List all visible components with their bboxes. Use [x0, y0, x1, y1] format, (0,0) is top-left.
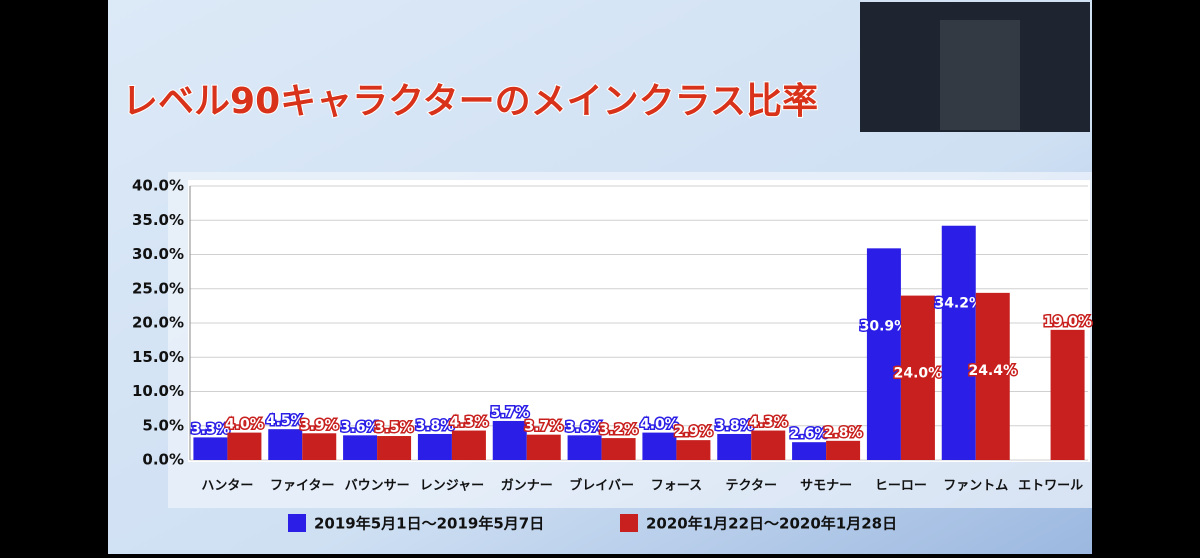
value-label: 30.9%: [860, 318, 909, 334]
bar: [417, 433, 452, 460]
x-tick-label: エトワール: [1018, 479, 1083, 494]
legend-label: 2019年5月1日～2019年5月7日: [314, 515, 544, 533]
value-label: 24.0%: [894, 366, 943, 382]
y-tick-label: 35.0%: [132, 211, 184, 229]
value-label: 3.3%: [191, 421, 230, 437]
value-label: 4.3%: [450, 415, 489, 431]
chart-title: レベル90キャラクターのメインクラス比率: [122, 81, 818, 122]
value-label: 2.9%: [674, 424, 713, 440]
bar: [343, 435, 378, 460]
bar: [567, 435, 602, 460]
x-tick-label: レンジャー: [420, 479, 484, 494]
x-tick-label: ガンナー: [501, 479, 553, 494]
bar: [751, 430, 786, 460]
x-tick-label: ファイター: [270, 479, 334, 494]
value-label: 34.2%: [934, 296, 983, 312]
value-label: 3.7%: [524, 419, 563, 435]
bar: [1050, 329, 1085, 460]
value-label: 4.0%: [225, 417, 264, 433]
bar: [900, 295, 935, 460]
value-label: 4.3%: [749, 415, 788, 431]
y-tick-label: 5.0%: [142, 416, 184, 434]
bar: [792, 442, 827, 460]
bar: [193, 437, 228, 460]
value-label: 3.8%: [416, 418, 455, 434]
bar: [826, 440, 861, 460]
legend-label: 2020年1月22日～2020年1月28日: [646, 515, 897, 533]
y-tick-label: 30.0%: [132, 245, 184, 263]
bar: [601, 438, 636, 460]
value-label: 3.6%: [565, 419, 604, 435]
value-label: 3.5%: [375, 420, 414, 436]
x-tick-label: フォース: [651, 479, 702, 494]
value-label: 4.0%: [640, 417, 679, 433]
bar: [866, 248, 901, 460]
value-label: 3.2%: [599, 422, 638, 438]
legend-swatch: [288, 514, 306, 532]
bar: [526, 434, 561, 460]
y-tick-label: 10.0%: [132, 382, 184, 400]
y-tick-label: 25.0%: [132, 279, 184, 297]
bar: [492, 420, 527, 460]
bar: [451, 430, 486, 460]
y-tick-label: 20.0%: [132, 314, 184, 332]
value-label: 24.4%: [968, 363, 1017, 379]
value-label: 3.8%: [715, 418, 754, 434]
bar: [717, 433, 752, 460]
y-tick-label: 15.0%: [132, 348, 184, 366]
bar: [676, 440, 711, 460]
y-tick-label: 0.0%: [142, 451, 184, 469]
legend-swatch: [620, 514, 638, 532]
x-tick-label: ファントム: [943, 479, 1008, 494]
value-label: 2.6%: [790, 426, 829, 442]
y-tick-label: 40.0%: [132, 177, 184, 195]
value-label: 19.0%: [1043, 314, 1092, 330]
value-label: 5.7%: [490, 405, 529, 421]
value-label: 2.8%: [824, 425, 863, 441]
bar: [941, 225, 976, 460]
x-tick-label: ブレイバー: [569, 478, 634, 494]
value-label: 3.6%: [341, 419, 380, 435]
bar: [227, 432, 262, 460]
x-tick-label: テクター: [726, 479, 777, 494]
value-label: 4.5%: [266, 413, 305, 429]
x-tick-label: サモナー: [800, 479, 852, 494]
x-tick-label: ハンター: [201, 479, 253, 494]
webcam-person: [940, 20, 1020, 130]
plot-area: [188, 180, 1090, 462]
bar: [268, 429, 303, 460]
bar: [377, 436, 412, 460]
x-tick-label: バウンサー: [345, 479, 410, 494]
bar: [642, 432, 677, 460]
value-label: 3.9%: [300, 417, 339, 433]
x-tick-label: ヒーロー: [875, 479, 927, 494]
bar: [975, 292, 1010, 460]
bar: [302, 433, 337, 460]
